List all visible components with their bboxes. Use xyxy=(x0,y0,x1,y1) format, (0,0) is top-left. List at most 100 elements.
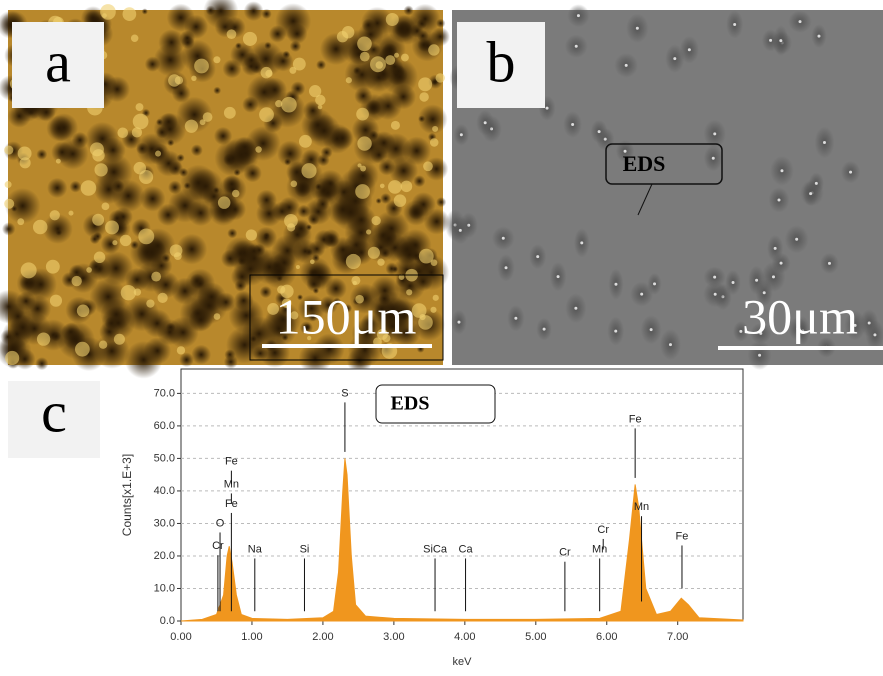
texture xyxy=(625,64,628,67)
texture xyxy=(780,262,783,265)
peak-label: Fe xyxy=(629,413,642,425)
y-tick-label: 60.0 xyxy=(154,420,175,432)
texture xyxy=(636,27,639,30)
texture xyxy=(430,138,439,147)
texture xyxy=(342,26,354,38)
texture xyxy=(213,56,220,63)
texture xyxy=(769,39,772,42)
scale-bar-label: 30μm xyxy=(742,288,858,344)
texture xyxy=(386,13,399,26)
texture xyxy=(37,332,50,345)
texture xyxy=(185,120,198,133)
peak-label: Cr xyxy=(212,540,224,552)
texture xyxy=(188,168,224,204)
texture xyxy=(5,351,19,365)
texture xyxy=(133,114,149,130)
peak-label: Cr xyxy=(559,547,571,559)
texture xyxy=(799,20,802,23)
texture xyxy=(322,229,340,247)
texture xyxy=(227,228,237,238)
texture xyxy=(120,235,131,246)
texture xyxy=(283,51,291,59)
texture xyxy=(121,285,136,300)
texture xyxy=(299,257,331,289)
texture xyxy=(308,214,320,226)
texture xyxy=(650,328,653,331)
texture xyxy=(353,281,357,285)
texture xyxy=(392,266,398,272)
texture xyxy=(688,48,691,51)
texture xyxy=(346,254,361,269)
texture xyxy=(47,178,67,198)
texture xyxy=(433,295,439,301)
texture xyxy=(457,321,460,324)
peak-label: Mn xyxy=(592,543,607,555)
texture xyxy=(370,56,386,72)
texture xyxy=(598,130,601,133)
texture xyxy=(136,142,148,154)
texture xyxy=(356,108,369,121)
texture xyxy=(51,141,73,163)
texture xyxy=(191,144,203,156)
texture xyxy=(50,295,62,307)
texture xyxy=(380,133,411,164)
texture xyxy=(35,357,48,370)
texture xyxy=(828,262,831,265)
texture xyxy=(224,355,238,369)
texture xyxy=(360,52,370,62)
scale-bar-label: 150μm xyxy=(276,288,417,344)
y-tick-label: 70.0 xyxy=(154,387,175,399)
texture xyxy=(321,147,333,159)
texture xyxy=(102,202,110,210)
texture xyxy=(575,45,578,48)
texture xyxy=(436,19,445,28)
texture xyxy=(260,286,272,298)
texture xyxy=(232,190,239,197)
texture xyxy=(849,171,852,174)
texture xyxy=(190,274,205,289)
texture xyxy=(2,222,15,235)
texture xyxy=(713,132,716,135)
y-tick-label: 30.0 xyxy=(154,517,175,529)
texture xyxy=(200,119,206,125)
texture xyxy=(712,157,715,160)
texture xyxy=(669,343,672,346)
texture xyxy=(75,342,90,357)
texture xyxy=(244,1,264,21)
texture xyxy=(256,190,277,211)
texture xyxy=(139,170,153,184)
peak-label: O xyxy=(216,517,225,529)
texture xyxy=(100,4,116,20)
texture xyxy=(156,119,163,126)
texture xyxy=(403,5,413,15)
texture xyxy=(131,35,138,42)
peak-label: Si xyxy=(300,543,310,555)
texture xyxy=(459,229,462,232)
texture xyxy=(214,313,221,320)
texture xyxy=(714,293,717,296)
texture xyxy=(460,133,463,136)
texture xyxy=(428,44,439,55)
texture xyxy=(505,266,508,269)
y-tick-label: 0.0 xyxy=(160,615,175,627)
texture xyxy=(276,275,282,281)
texture xyxy=(653,282,656,285)
texture xyxy=(170,244,183,257)
texture xyxy=(72,276,82,286)
texture xyxy=(673,57,676,60)
texture xyxy=(755,279,758,282)
texture xyxy=(546,107,549,110)
texture xyxy=(206,5,216,15)
texture xyxy=(46,260,60,274)
peak-label: Fe xyxy=(225,456,238,468)
texture xyxy=(391,84,416,109)
texture xyxy=(242,96,258,112)
texture xyxy=(366,229,371,234)
figure: a 150μm b EDS 30μm c 0.010.020.030.040.0… xyxy=(0,0,883,671)
texture xyxy=(92,149,104,161)
texture xyxy=(502,237,505,240)
texture xyxy=(293,58,306,71)
texture xyxy=(191,76,196,81)
texture xyxy=(264,42,271,49)
texture xyxy=(310,259,315,264)
